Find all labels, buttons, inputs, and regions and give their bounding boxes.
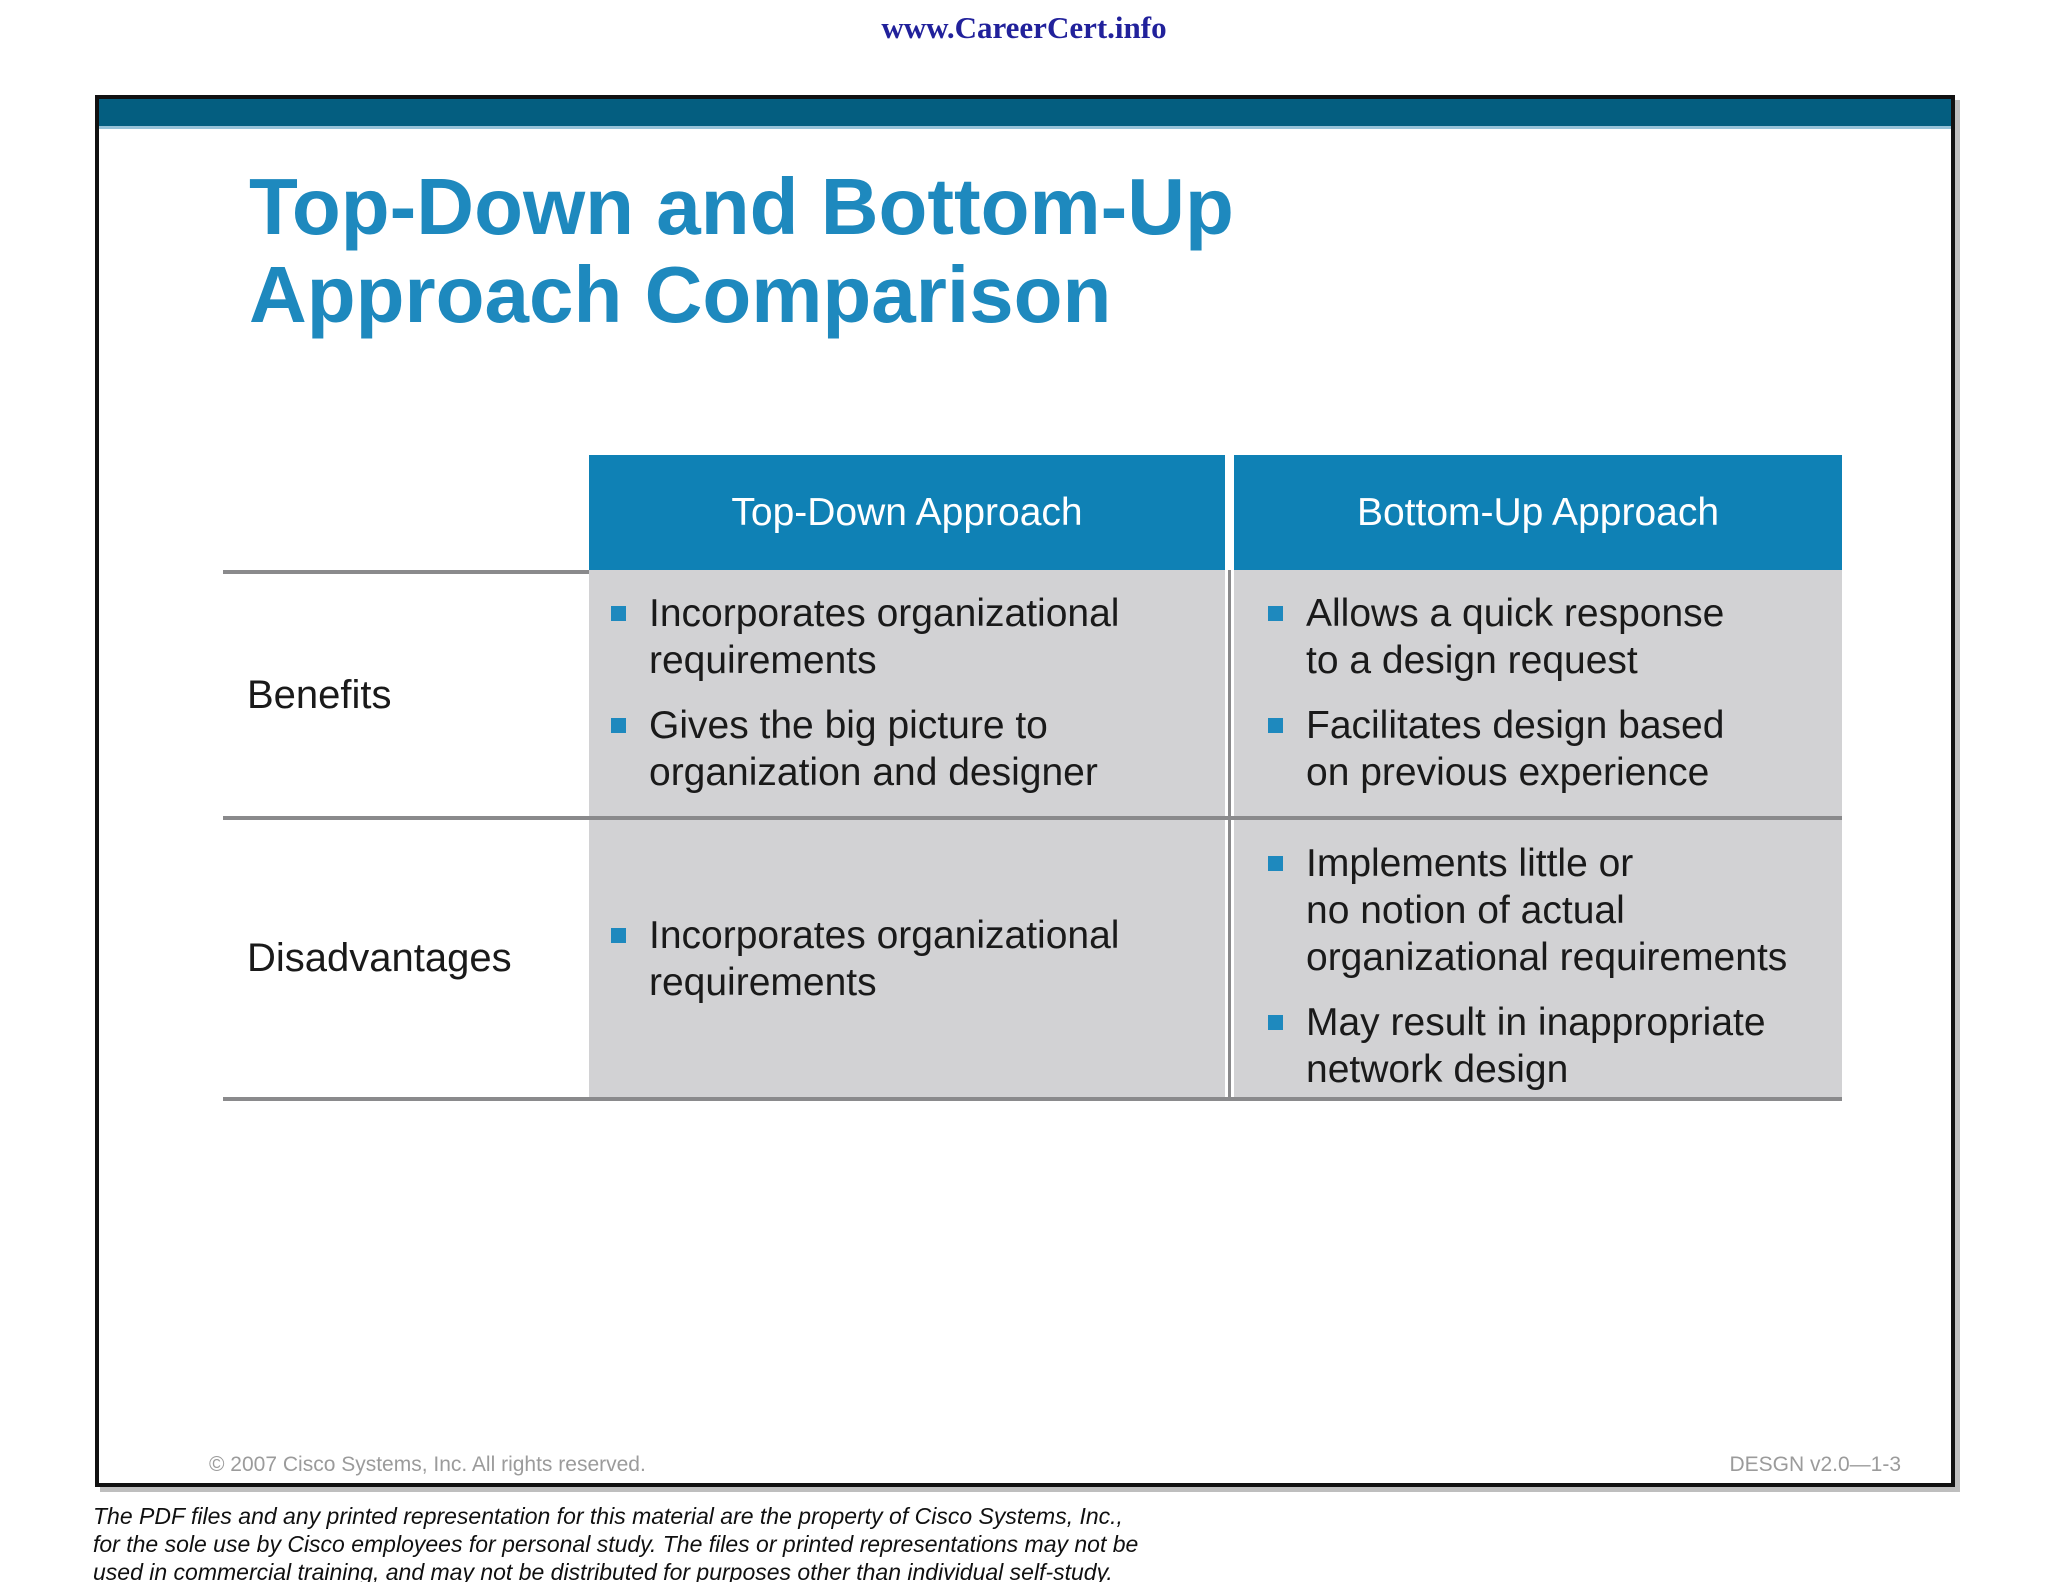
bullet-text: May result in inappropriate network desi…: [1306, 1001, 1766, 1091]
column-header-bottom-up: Bottom-Up Approach: [1234, 455, 1842, 570]
bullet-square-icon: [1268, 718, 1283, 733]
row-label-benefits: Benefits: [223, 570, 589, 816]
cell-disadvantages-bottom-up: Implements little or no notion of actual…: [1234, 816, 1842, 1101]
footer-copyright: © 2007 Cisco Systems, Inc. All rights re…: [209, 1453, 646, 1476]
slide-title: Top-Down and Bottom-Up Approach Comparis…: [249, 162, 1234, 339]
list-item: Gives the big picture to organization an…: [611, 702, 1217, 796]
column-divider: [1225, 570, 1234, 816]
bullet-list: Implements little or no notion of actual…: [1268, 840, 1840, 1093]
cell-benefits-bottom-up: Allows a quick response to a design requ…: [1234, 570, 1842, 816]
bullet-text: Facilitates design based on previous exp…: [1306, 704, 1725, 794]
slide: Top-Down and Bottom-Up Approach Comparis…: [95, 95, 1955, 1487]
bullet-square-icon: [1268, 856, 1283, 871]
table-corner-spacer: [223, 455, 589, 570]
cell-disadvantages-top-down: Incorporates organizational requirements: [589, 816, 1225, 1101]
list-item: Facilitates design based on previous exp…: [1268, 702, 1840, 796]
list-item: Incorporates organizational requirements: [611, 912, 1217, 1006]
list-item: Implements little or no notion of actual…: [1268, 840, 1840, 981]
list-item: May result in inappropriate network desi…: [1268, 999, 1840, 1093]
bullet-list: Incorporates organizational requirements: [611, 912, 1217, 1006]
bullet-text: Gives the big picture to organization an…: [649, 704, 1098, 794]
bullet-square-icon: [611, 606, 626, 621]
list-item: Incorporates organizational requirements: [611, 590, 1217, 684]
footer-doc-code: DESGN v2.0—1-3: [1729, 1453, 1901, 1476]
disclaimer-text: The PDF files and any printed representa…: [93, 1503, 1139, 1582]
comparison-table: Top-Down Approach Bottom-Up Approach Ben…: [223, 455, 1842, 1101]
column-header-top-down: Top-Down Approach: [589, 455, 1225, 570]
bullet-text: Allows a quick response to a design requ…: [1306, 592, 1725, 682]
row-label-disadvantages: Disadvantages: [223, 816, 589, 1101]
slide-footer: © 2007 Cisco Systems, Inc. All rights re…: [209, 1453, 1901, 1477]
column-divider: [1225, 816, 1234, 1101]
list-item: Allows a quick response to a design requ…: [1268, 590, 1840, 684]
bullet-square-icon: [1268, 1015, 1283, 1030]
bullet-text: Incorporates organizational requirements: [649, 913, 1120, 1004]
slide-top-bar: [99, 99, 1951, 129]
bullet-list: Incorporates organizational requirements…: [611, 590, 1217, 796]
cell-benefits-top-down: Incorporates organizational requirements…: [589, 570, 1225, 816]
column-divider: [1225, 455, 1234, 570]
bullet-square-icon: [611, 718, 626, 733]
bullet-list: Allows a quick response to a design requ…: [1268, 590, 1840, 796]
bullet-square-icon: [611, 927, 626, 943]
bullet-text: Incorporates organizational requirements: [649, 592, 1120, 682]
bullet-text: Implements little or no notion of actual…: [1306, 842, 1788, 979]
bullet-square-icon: [1268, 606, 1283, 621]
site-header-url: www.CareerCert.info: [881, 10, 1167, 45]
